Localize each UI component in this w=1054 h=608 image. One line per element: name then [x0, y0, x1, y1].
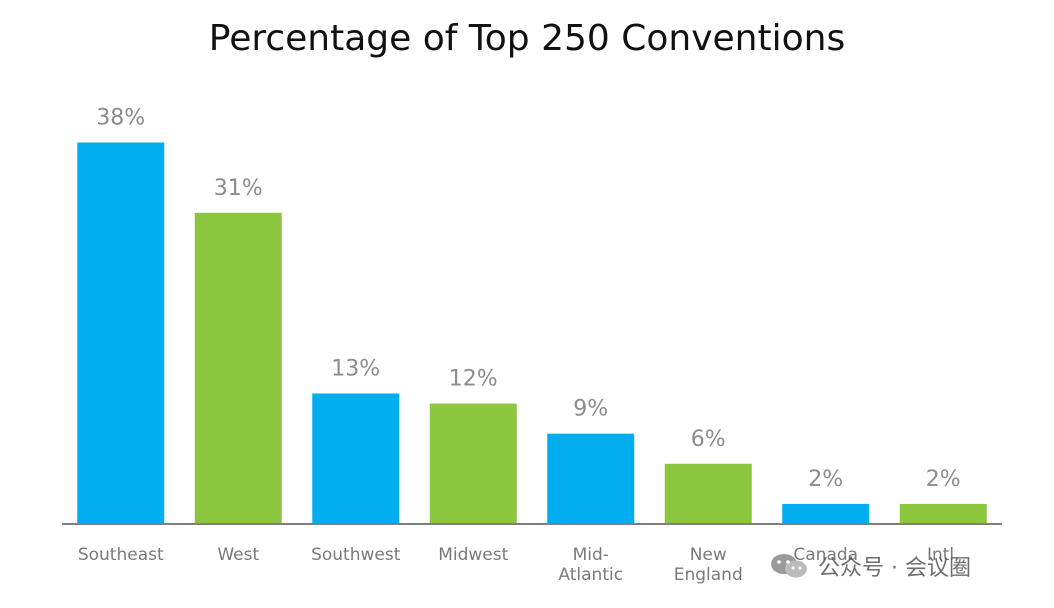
- watermark-text: 公众号 · 会议圈: [818, 556, 971, 581]
- bar-1: [194, 212, 282, 524]
- category-labels-group: Southeast West Southwest Midwest Mid-Atlanti…: [78, 545, 960, 585]
- bar-7: [899, 503, 987, 524]
- bar-2: [312, 393, 400, 524]
- category-label-4: Mid-Atlantic: [558, 545, 623, 585]
- bar-0: [77, 142, 165, 524]
- data-label-6: 2%: [808, 467, 843, 492]
- category-label-5: New England: [674, 545, 743, 585]
- category-label-1: West: [217, 545, 259, 565]
- category-label-0: Southeast: [78, 545, 164, 565]
- data-label-0: 38%: [96, 105, 145, 130]
- data-label-5: 6%: [691, 427, 726, 452]
- bar-6: [782, 503, 870, 524]
- bar-5: [664, 463, 752, 524]
- data-label-7: 2%: [926, 467, 961, 492]
- bars-group: [77, 142, 987, 524]
- data-label-3: 12%: [449, 367, 498, 392]
- bar-4: [547, 433, 635, 524]
- bar-3: [429, 403, 517, 524]
- data-label-1: 31%: [214, 176, 263, 201]
- category-label-6: Canada: [793, 545, 858, 565]
- category-label-7: Intl.: [927, 545, 960, 565]
- chart-title: Percentage of Top 250 Conventions: [208, 18, 846, 59]
- wechat-icon: [771, 554, 807, 578]
- category-label-3: Midwest: [438, 545, 508, 565]
- value-labels-group: 38% 31% 13% 12% 9% 6% 2% 2%: [96, 105, 960, 491]
- data-label-4: 9%: [573, 397, 608, 422]
- watermark: 公众号 · 会议圈: [768, 552, 971, 581]
- category-label-2: Southwest: [311, 545, 401, 565]
- data-label-2: 13%: [331, 356, 380, 381]
